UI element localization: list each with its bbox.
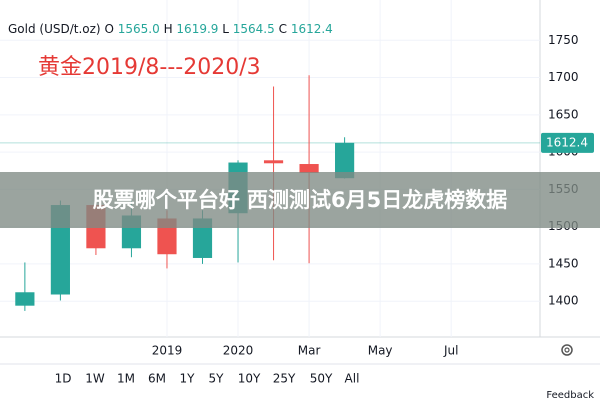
x-tick-label: Jul: [443, 344, 458, 358]
legend-item: C: [279, 22, 287, 36]
legend-item: 1619.9: [176, 22, 218, 36]
range-button[interactable]: 5Y: [209, 372, 225, 386]
legend-item: H: [164, 22, 173, 36]
range-button[interactable]: 1Y: [180, 372, 196, 386]
overlay-banner: [0, 172, 600, 228]
y-tick-label: 1650: [548, 107, 579, 121]
chart-title: 黄金2019/8---2020/3: [38, 55, 261, 80]
overlay-text: 股票哪个平台好 西测测试6月5日龙虎榜数据: [93, 188, 508, 212]
range-button[interactable]: All: [345, 372, 360, 386]
last-price-label: 1612.4: [546, 135, 588, 149]
range-button[interactable]: 1W: [85, 372, 105, 386]
candle-body: [263, 160, 284, 164]
legend-item: Gold (USD/t.oz): [8, 22, 101, 36]
legend-item: L: [222, 22, 229, 36]
range-button[interactable]: 1D: [55, 372, 72, 386]
range-button[interactable]: 1M: [117, 372, 135, 386]
candle-body: [299, 164, 319, 173]
candle-body: [15, 292, 35, 306]
feedback-link[interactable]: Feedback: [546, 390, 594, 400]
range-button[interactable]: 10Y: [238, 372, 261, 386]
x-tick-label: May: [368, 344, 393, 358]
y-tick-label: 1400: [548, 294, 579, 308]
legend-item: O: [104, 22, 113, 36]
ohlc-legend: Gold (USD/t.oz) O 1565.0 H 1619.9 L 1564…: [8, 22, 333, 36]
candle-body: [335, 142, 355, 179]
settings-icon[interactable]: [561, 344, 573, 356]
y-tick-label: 1750: [548, 33, 579, 47]
x-tick-label: 2019: [152, 344, 183, 358]
y-tick-label: 1700: [548, 70, 579, 84]
candle-body: [192, 218, 213, 258]
last-price-tag: [541, 132, 594, 153]
legend-item: 1612.4: [291, 22, 333, 36]
legend-item: 1565.0: [118, 22, 160, 36]
x-tick-label: Mar: [298, 344, 321, 358]
y-tick-label: 1450: [548, 256, 579, 270]
range-button[interactable]: 6M: [148, 372, 166, 386]
legend-item: 1564.5: [233, 22, 275, 36]
range-button[interactable]: 25Y: [273, 372, 296, 386]
range-button[interactable]: 50Y: [310, 372, 333, 386]
x-tick-label: 2020: [223, 344, 254, 358]
